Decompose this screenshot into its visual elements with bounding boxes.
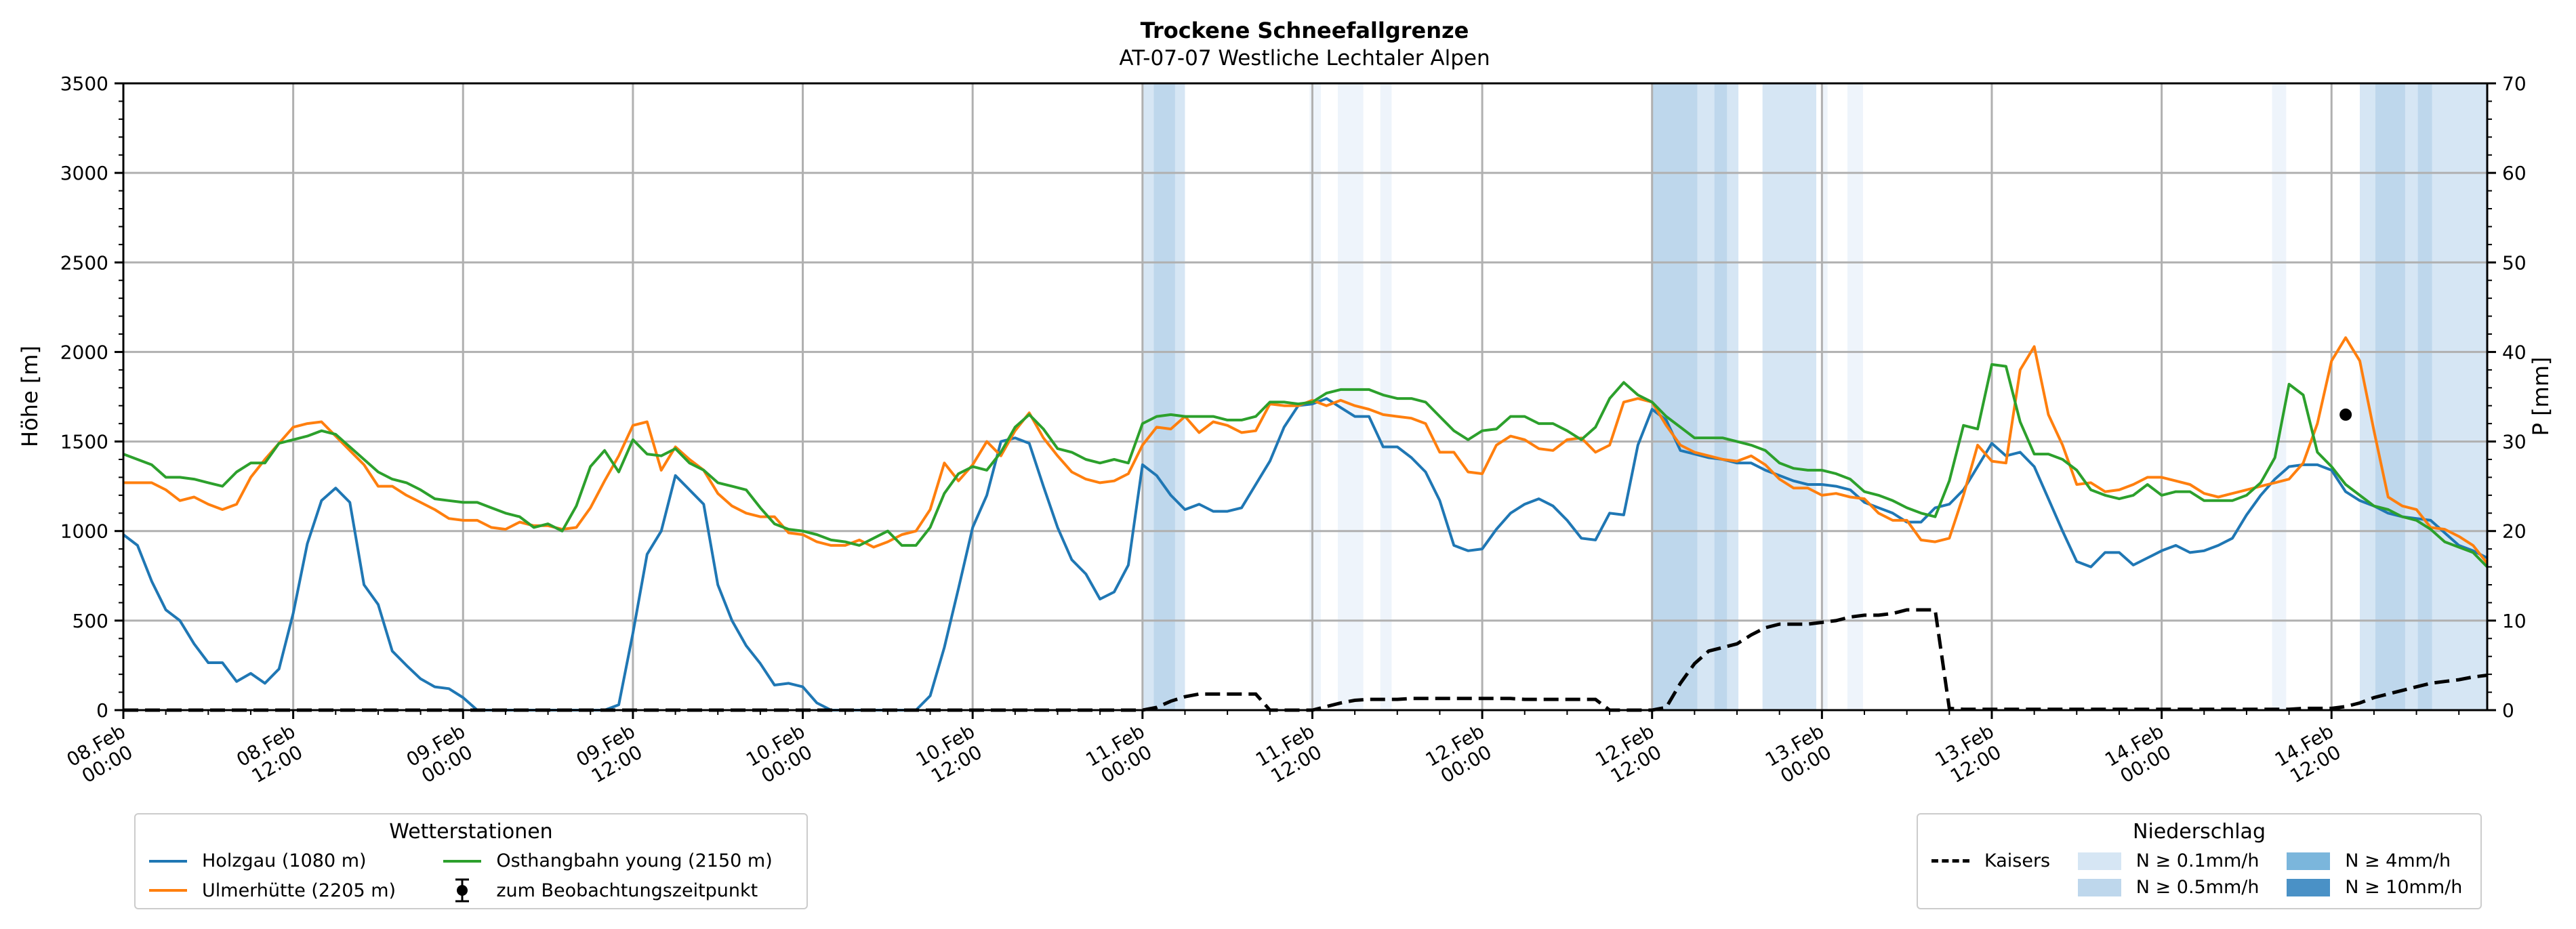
errorbar-marker-icon — [455, 878, 470, 903]
x-tick-label-12: 14.Feb00:00 — [2101, 720, 2178, 789]
legend-swatch-osthangbahn — [443, 859, 482, 863]
y-tick-label-5: 2500 — [60, 251, 108, 274]
legend-item-osthangbahn: Osthangbahn young (2150 m) — [443, 850, 793, 871]
precip-band-9 — [1762, 83, 1816, 710]
precip-band-14 — [2375, 83, 2405, 710]
legend-swatch-precip-01 — [2077, 852, 2121, 870]
series-lines — [122, 336, 2489, 712]
legend-item-precip-10: N ≥ 10mm/h — [2287, 877, 2467, 898]
x-tick-label-6: 11.Feb00:00 — [1082, 720, 1160, 789]
chart-subtitle: AT-07-07 Westliche Lechtaler Alpen — [1119, 46, 1490, 70]
legend-item-precip-01: N ≥ 0.1mm/h — [2077, 850, 2264, 871]
y2-tick-label-1: 10 — [2502, 610, 2527, 632]
x-tick-label-1: 08.Feb12:00 — [232, 720, 310, 789]
x-tick-label-13: 14.Feb12:00 — [2271, 720, 2348, 789]
y2-tick-label-2: 20 — [2502, 520, 2527, 543]
series-line-0 — [122, 397, 2488, 711]
x-tick-label-4: 10.Feb00:00 — [742, 720, 819, 789]
x-tick-label-3: 09.Feb12:00 — [573, 720, 650, 789]
legend-item-ulmerhuette: Ulmerhütte (2205 m) — [149, 877, 416, 904]
series-line-1 — [123, 336, 2489, 564]
precip-band-5 — [1652, 83, 1698, 710]
grid-lines — [122, 82, 2487, 711]
chart-title: Trockene Schneefallgrenze — [1141, 18, 1469, 43]
x-tick-label-5: 10.Feb12:00 — [912, 720, 989, 789]
precip-band-8 — [1727, 83, 1739, 710]
y2-tick-label-5: 50 — [2502, 251, 2527, 274]
y-tick-label-0: 0 — [96, 699, 108, 722]
precip-band-3 — [1338, 83, 1364, 710]
legend-swatch-kaisers — [1931, 859, 1969, 863]
legend-item-precip-05: N ≥ 0.5mm/h — [2077, 877, 2264, 898]
legend-swatch-precip-4 — [2287, 852, 2331, 870]
y-tick-label-1: 500 — [73, 610, 108, 632]
precip-band-10 — [1822, 83, 1828, 710]
x-tick-label-0: 08.Feb00:00 — [63, 720, 140, 789]
series-line-2 — [123, 363, 2489, 569]
legend-item-observation: zum Beobachtungszeitpunkt — [443, 877, 793, 904]
kaisers-line — [123, 608, 2488, 712]
legend-swatch-ulmerhuette — [149, 889, 187, 892]
x-tick-label-10: 13.Feb00:00 — [1761, 720, 1839, 789]
y2-axis-label: P [mm] — [2528, 357, 2554, 436]
precipitation-bands — [1142, 83, 2487, 710]
x-tick-label-7: 11.Feb12:00 — [1252, 720, 1329, 789]
y-axis-label: Höhe [m] — [17, 346, 43, 447]
legend-stations-title: Wetterstationen — [389, 820, 553, 844]
y-tick-label-6: 3000 — [60, 162, 108, 184]
precip-band-15 — [2417, 83, 2432, 710]
legend-swatch-holzgau — [149, 859, 187, 863]
precip-band-11 — [1847, 83, 1863, 710]
x-tick-label-2: 09.Feb00:00 — [403, 720, 480, 789]
y2-tick-label-6: 60 — [2502, 162, 2527, 184]
x-tick-label-9: 12.Feb12:00 — [1591, 720, 1669, 789]
legend-stations: Wetterstationen Holzgau (1080 m) Osthang… — [134, 813, 808, 909]
legend-item-kaisers: Kaisers — [1931, 850, 2055, 871]
y2-tick-label-3: 30 — [2502, 431, 2527, 453]
plot-frame — [122, 82, 2489, 711]
y-tick-label-4: 2000 — [60, 341, 108, 363]
y2-tick-label-7: 70 — [2502, 73, 2527, 95]
precip-band-1 — [1153, 83, 1175, 710]
legend-precipitation: Niederschlag Kaisers N ≥ 0.1mm/h N ≥ 4mm… — [1917, 813, 2482, 909]
axes: 0 500 1000 1500 2000 2500 3000 3500 0 10 20 30 40 50 6… — [60, 73, 2527, 789]
y-tick-label-3: 1500 — [60, 431, 108, 453]
x-tick-label-11: 13.Feb12:00 — [1931, 720, 2009, 789]
precip-band-6 — [1697, 83, 1715, 710]
y2-tick-label-4: 40 — [2502, 341, 2527, 363]
y2-tick-label-0: 0 — [2502, 699, 2514, 722]
observation-point — [2339, 408, 2352, 421]
x-tick-label-8: 12.Feb00:00 — [1422, 720, 1499, 789]
legend-swatch-precip-05 — [2077, 878, 2121, 896]
legend-item-precip-4: N ≥ 4mm/h — [2287, 850, 2467, 871]
y-tick-label-2: 1000 — [60, 520, 108, 543]
y-tick-label-7: 3500 — [60, 73, 108, 95]
precip-band-12 — [2272, 83, 2287, 710]
legend-precipitation-title: Niederschlag — [2133, 820, 2266, 844]
precip-band-7 — [1714, 83, 1727, 710]
legend-swatch-precip-10 — [2287, 878, 2331, 896]
legend-item-holzgau: Holzgau (1080 m) — [149, 850, 416, 871]
